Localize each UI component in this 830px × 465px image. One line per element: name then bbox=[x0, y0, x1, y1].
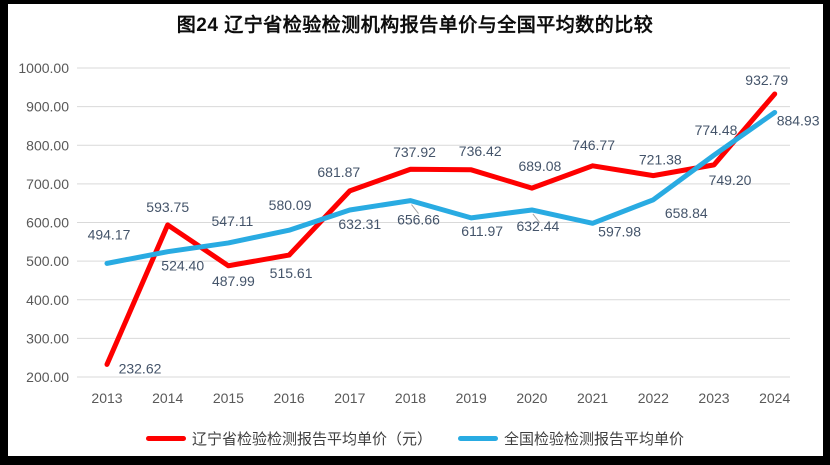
data-label: 656.66 bbox=[397, 212, 440, 228]
y-axis-tick-label: 700.00 bbox=[26, 176, 69, 192]
y-axis-tick-label: 800.00 bbox=[26, 137, 69, 153]
data-label: 749.20 bbox=[709, 172, 752, 188]
data-label: 593.75 bbox=[146, 199, 189, 215]
data-label: 232.62 bbox=[119, 360, 162, 376]
data-label: 746.77 bbox=[572, 137, 615, 153]
chart-panel bbox=[8, 4, 823, 456]
legend-item-national: 全国检验检测报告平均单价 bbox=[458, 428, 684, 449]
data-label: 736.42 bbox=[459, 143, 502, 159]
x-axis-tick-label: 2024 bbox=[759, 390, 790, 406]
x-axis-tick-label: 2017 bbox=[334, 390, 365, 406]
data-label: 737.92 bbox=[393, 144, 436, 160]
data-label: 774.48 bbox=[695, 122, 738, 138]
data-label: 932.79 bbox=[745, 72, 788, 88]
y-axis-tick-label: 500.00 bbox=[26, 253, 69, 269]
legend-line-swatch-blue bbox=[458, 436, 498, 441]
x-axis-tick-label: 2015 bbox=[213, 390, 244, 406]
x-axis-tick-label: 2019 bbox=[456, 390, 487, 406]
y-axis-tick-label: 1000.00 bbox=[18, 60, 69, 76]
label-leader-line bbox=[411, 204, 419, 214]
data-label: 632.44 bbox=[516, 218, 559, 234]
data-label: 580.09 bbox=[269, 197, 312, 213]
x-axis-tick-label: 2016 bbox=[274, 390, 305, 406]
x-axis-tick-label: 2022 bbox=[638, 390, 669, 406]
legend-item-liaoning: 辽宁省检验检测报告平均单价（元） bbox=[145, 428, 432, 449]
x-axis-tick-label: 2023 bbox=[698, 390, 729, 406]
data-label: 611.97 bbox=[461, 223, 503, 239]
chart-legend: 辽宁省检验检测报告平均单价（元） 全国检验检测报告平均单价 bbox=[0, 428, 830, 449]
data-label: 689.08 bbox=[518, 158, 561, 174]
data-label: 494.17 bbox=[88, 226, 131, 242]
legend-label-liaoning: 辽宁省检验检测报告平均单价（元） bbox=[191, 431, 432, 448]
legend-label-national: 全国检验检测报告平均单价 bbox=[504, 431, 685, 448]
data-label: 658.84 bbox=[665, 205, 708, 221]
x-axis-tick-label: 2020 bbox=[516, 390, 547, 406]
data-label: 597.98 bbox=[598, 223, 641, 239]
y-axis-tick-label: 900.00 bbox=[26, 99, 69, 115]
x-axis-tick-label: 2021 bbox=[577, 390, 608, 406]
y-axis-tick-label: 200.00 bbox=[26, 369, 69, 385]
x-axis-tick-label: 2013 bbox=[91, 390, 122, 406]
label-leader-line bbox=[532, 213, 541, 224]
data-label: 515.61 bbox=[270, 265, 313, 281]
data-label: 721.38 bbox=[639, 152, 682, 168]
y-axis-tick-label: 300.00 bbox=[26, 330, 69, 346]
data-label: 884.93 bbox=[777, 112, 820, 128]
data-label: 547.11 bbox=[212, 213, 254, 229]
legend-line-swatch-red bbox=[145, 436, 186, 441]
data-label: 487.99 bbox=[212, 273, 255, 289]
x-axis-tick-label: 2018 bbox=[395, 390, 426, 406]
data-label: 632.31 bbox=[338, 216, 381, 232]
data-label: 681.87 bbox=[317, 164, 360, 180]
series-line-1 bbox=[104, 109, 778, 266]
x-axis-tick-label: 2014 bbox=[152, 390, 183, 406]
y-axis-tick-label: 600.00 bbox=[26, 215, 69, 231]
y-axis-tick-label: 400.00 bbox=[26, 292, 69, 308]
chart-title: 图24 辽宁省检验检测机构报告单价与全国平均数的比较 bbox=[176, 15, 654, 36]
series-line-0 bbox=[104, 91, 778, 367]
data-label: 524.40 bbox=[161, 258, 204, 274]
